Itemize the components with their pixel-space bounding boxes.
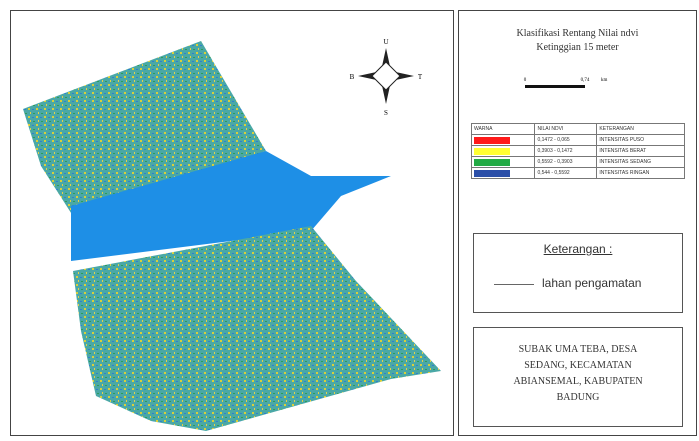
header-cell: WARNA: [472, 124, 535, 135]
location-line: SEDANG, KECAMATAN: [474, 358, 682, 374]
scale-label: 0: [524, 78, 527, 83]
compass-label: B: [350, 73, 355, 81]
map-subtitle: Ketinggian 15 meter: [459, 41, 696, 55]
keterangan-box: Keterangan : lahan pengamatan: [473, 233, 683, 313]
range-cell: 0,1472 - 0,065: [535, 135, 597, 146]
note-cell: INTENSITAS PUSO: [597, 135, 685, 146]
map-layout: U S B T Klasifikasi Rentang Nilai ndvi K…: [0, 0, 699, 441]
compass: U S B T: [350, 38, 423, 117]
map-frame: U S B T: [10, 10, 454, 436]
location-line: ABIANSEMAL, KABUPATEN: [474, 374, 682, 390]
header-cell: NILAI NDVI: [535, 124, 597, 135]
location-line: SUBAK UMA TEBA, DESA: [474, 342, 682, 358]
range-cell: 0,3903 - 0,1472: [535, 146, 597, 157]
compass-label: U: [383, 38, 388, 46]
swatch-cell: [472, 168, 535, 179]
legend-line: [494, 284, 534, 285]
note-cell: INTENSITAS SEDANG: [597, 157, 685, 168]
legend-frame: Klasifikasi Rentang Nilai ndvi Ketinggia…: [458, 10, 697, 436]
keterangan-title: Keterangan :: [474, 242, 682, 256]
scale-label: 0,74: [581, 78, 590, 83]
swatch-cell: [472, 146, 535, 157]
range-cell: 0,5592 - 0,3903: [535, 157, 597, 168]
swatch-cell: [472, 157, 535, 168]
keterangan-item: lahan pengamatan: [542, 276, 641, 290]
compass-label: T: [418, 73, 423, 81]
scale-bar: 0 0,74 km: [509, 71, 639, 101]
note-cell: INTENSITAS BERAT: [597, 146, 685, 157]
field-south: [73, 226, 441, 431]
scale-label: km: [601, 78, 608, 83]
color-swatch: [474, 159, 510, 166]
note-cell: INTENSITAS RINGAN: [597, 168, 685, 179]
compass-label: S: [384, 109, 388, 117]
color-swatch: [474, 137, 510, 144]
header-cell: KETERANGAN: [597, 124, 685, 135]
location-line: BADUNG: [474, 390, 682, 406]
color-swatch: [474, 170, 510, 177]
range-cell: 0,544 - 0,5592: [535, 168, 597, 179]
color-swatch: [474, 148, 510, 155]
map: U S B T: [11, 11, 453, 435]
swatch-cell: [472, 135, 535, 146]
map-title: Klasifikasi Rentang Nilai ndvi: [459, 27, 696, 41]
